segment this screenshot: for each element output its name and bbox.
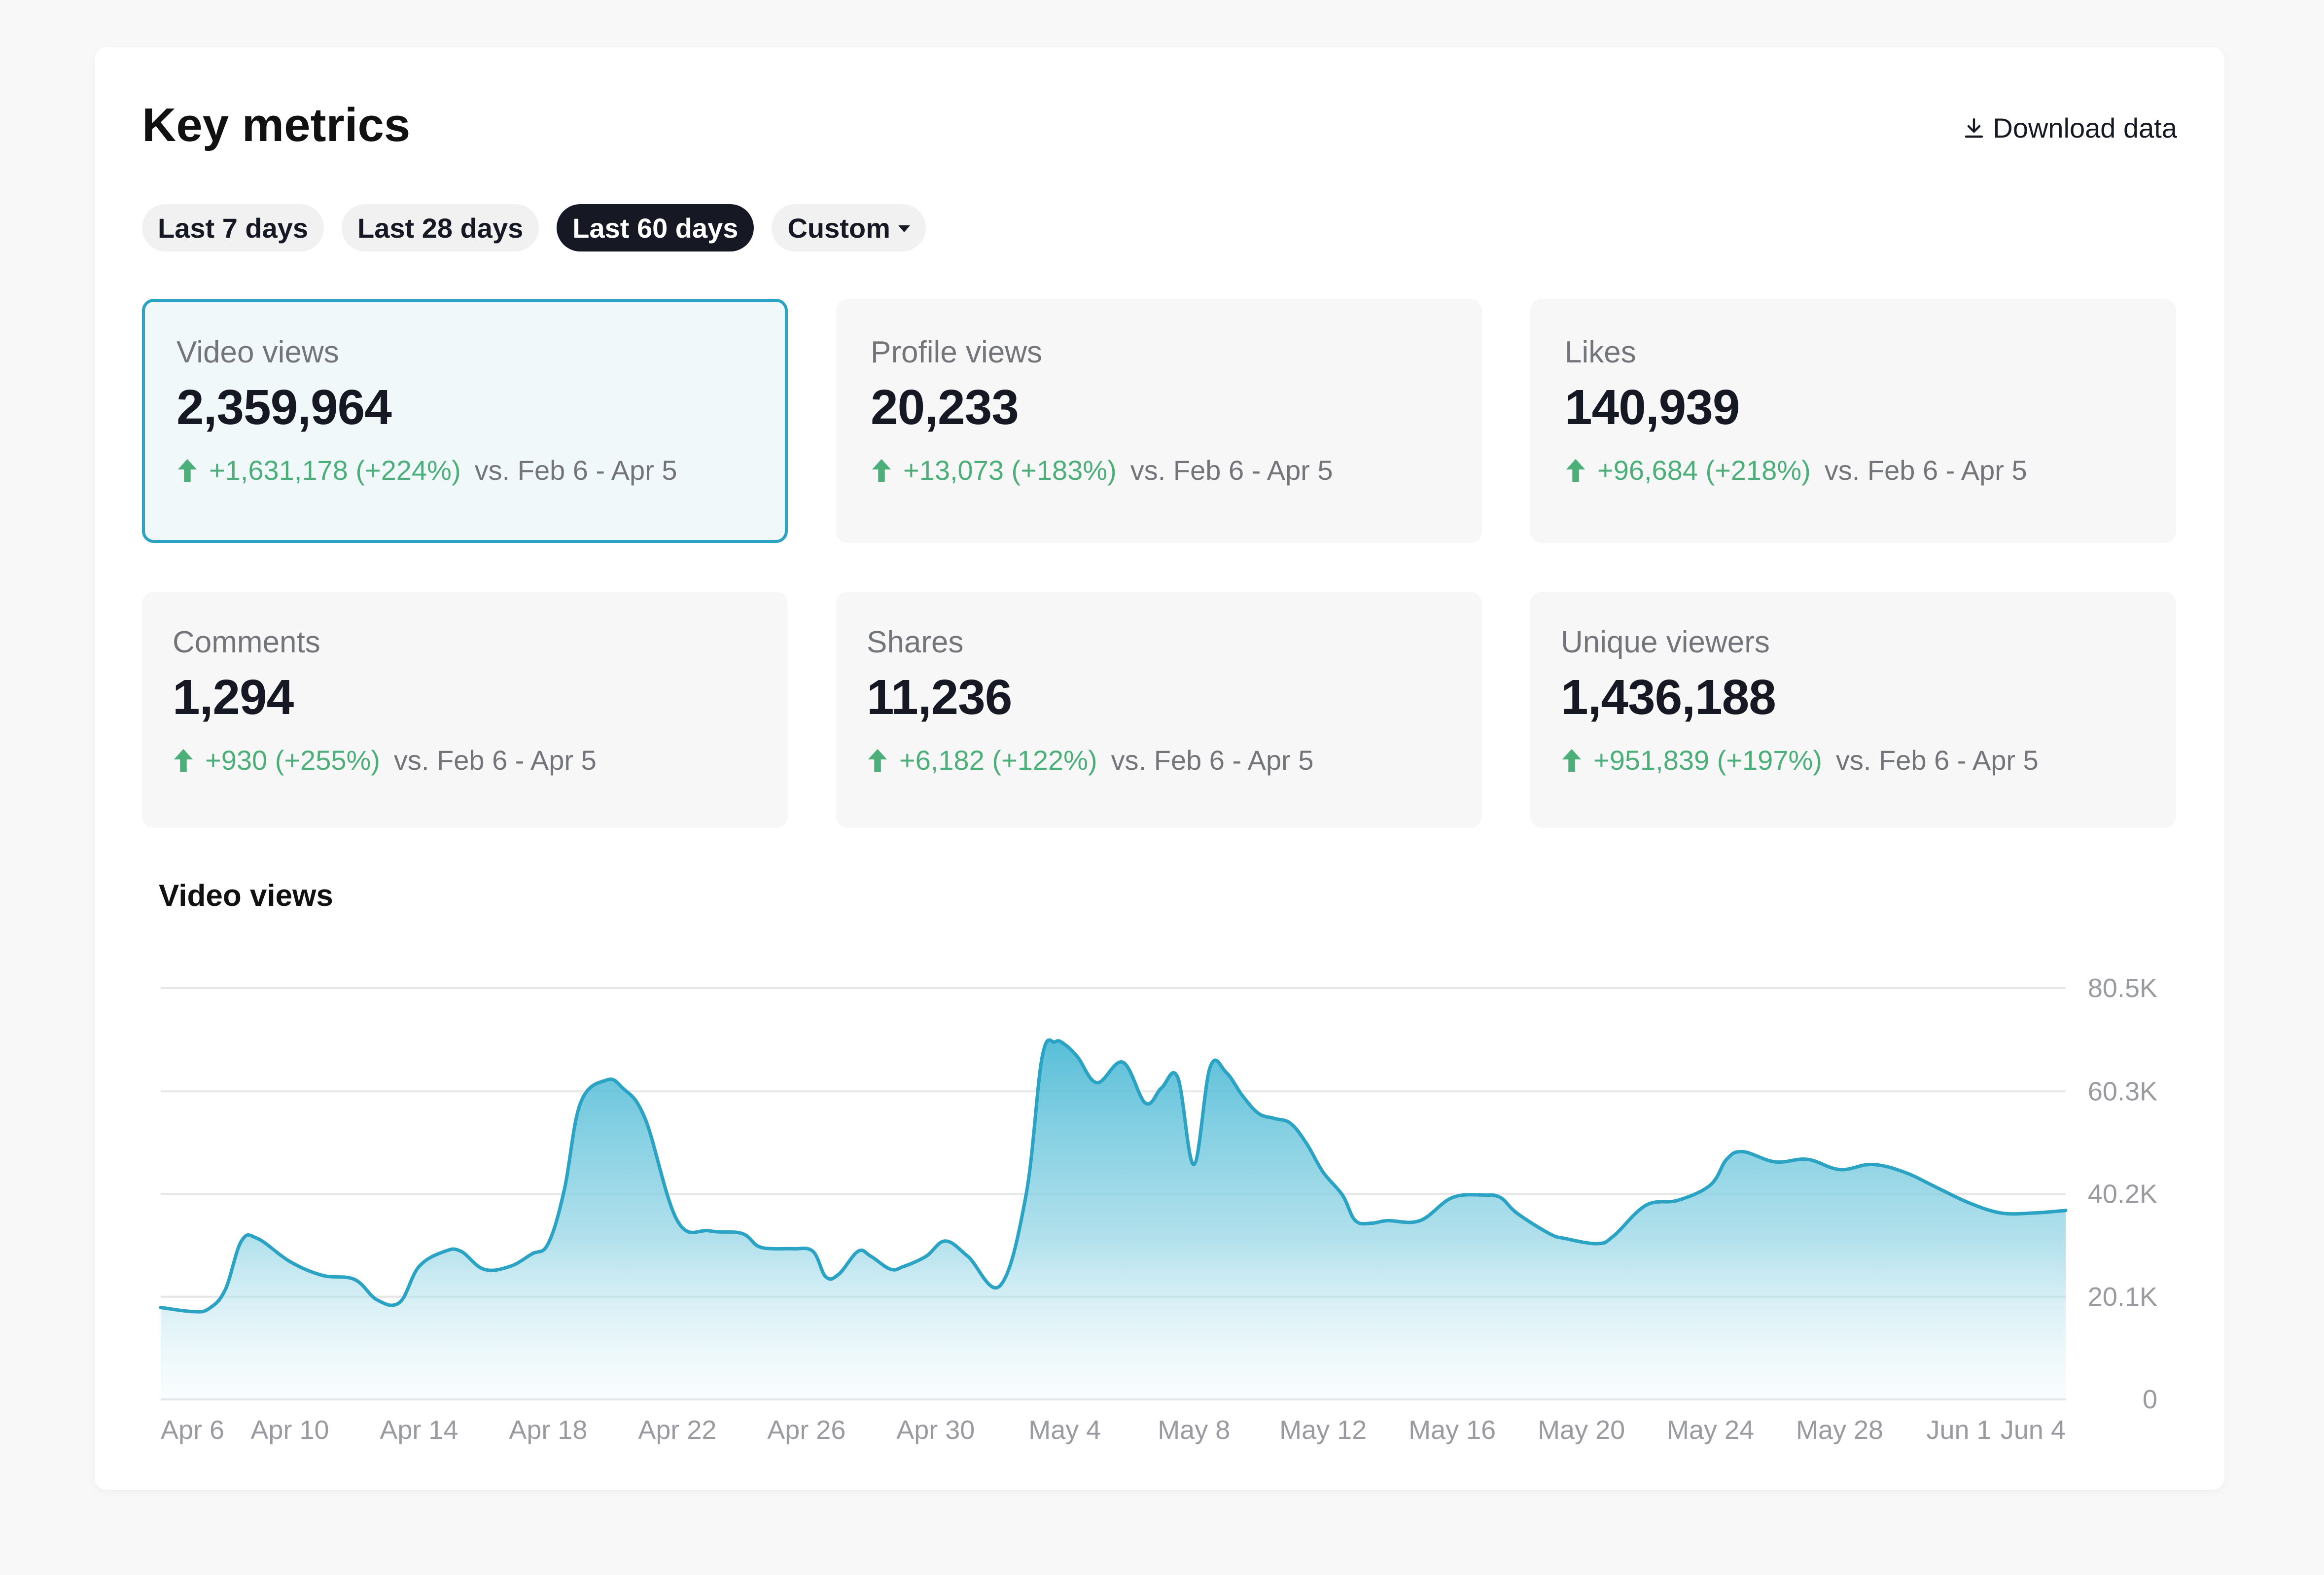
filter-custom-dropdown[interactable]: Custom — [772, 204, 926, 251]
chart-y-axis: 80.5K 60.3K 40.2K 20.1K 0 — [2088, 973, 2157, 1414]
metric-label: Video views — [176, 335, 339, 369]
y-tick-label: 60.3K — [2088, 1076, 2157, 1106]
metric-change: +96,684 (+218%) — [1597, 455, 1811, 486]
arrow-up-icon — [1566, 459, 1585, 482]
filter-label: Last 60 days — [572, 212, 739, 244]
y-tick-label: 80.5K — [2088, 973, 2157, 1003]
metric-label: Profile views — [871, 335, 1042, 369]
metric-card-likes[interactable]: Likes 140,939 +96,684 (+218%) vs. Feb 6 … — [1530, 299, 2176, 543]
metric-value: 140,939 — [1565, 380, 1740, 435]
metric-card-video-views[interactable]: Video views 2,359,964 +1,631,178 (+224%)… — [142, 299, 788, 543]
metric-card-profile-views[interactable]: Profile views 20,233 +13,073 (+183%) vs.… — [836, 299, 1482, 543]
series-area-fill — [161, 1040, 2066, 1399]
x-tick-label: Jun 4 — [2001, 1415, 2066, 1445]
metric-change: +6,182 (+122%) — [899, 745, 1097, 776]
metric-label: Shares — [867, 625, 964, 659]
arrow-up-icon — [868, 749, 887, 772]
x-tick-label: Jun 1 — [1926, 1415, 1991, 1445]
metric-value: 11,236 — [867, 670, 1012, 725]
x-tick-label: Apr 10 — [250, 1415, 329, 1445]
metric-delta: +13,073 (+183%) vs. Feb 6 - Apr 5 — [871, 457, 1482, 484]
metric-comparison: vs. Feb 6 - Apr 5 — [474, 455, 677, 486]
metric-label: Unique viewers — [1561, 625, 1770, 659]
y-tick-label: 20.1K — [2088, 1282, 2157, 1312]
metric-delta: +6,182 (+122%) vs. Feb 6 - Apr 5 — [867, 747, 1482, 774]
metric-comparison: vs. Feb 6 - Apr 5 — [1130, 455, 1333, 486]
arrow-up-icon — [872, 459, 891, 482]
page-title: Key metrics — [142, 99, 411, 151]
x-tick-label: May 16 — [1408, 1415, 1496, 1445]
series-line-video-views — [159, 1038, 2068, 1314]
x-tick-label: May 20 — [1538, 1415, 1625, 1445]
filter-last-60-days[interactable]: Last 60 days — [557, 204, 754, 251]
x-tick-label: May 12 — [1279, 1415, 1367, 1445]
download-data-label: Download data — [1993, 112, 2177, 143]
metric-card-comments[interactable]: Comments 1,294 +930 (+255%) vs. Feb 6 - … — [142, 592, 788, 828]
metric-label: Likes — [1565, 335, 1636, 369]
x-tick-label: Apr 22 — [638, 1415, 716, 1445]
x-tick-label: Apr 6 — [161, 1415, 224, 1445]
metric-delta: +930 (+255%) vs. Feb 6 - Apr 5 — [173, 747, 788, 774]
metric-change: +13,073 (+183%) — [903, 455, 1117, 486]
chart-x-axis: Apr 6 Apr 10 Apr 14 Apr 18 Apr 22 Apr 26 Apr 3… — [161, 1415, 2066, 1445]
metric-comparison: vs. Feb 6 - Apr 5 — [393, 745, 597, 776]
x-tick-label: May 24 — [1667, 1415, 1754, 1445]
metric-label: Comments — [173, 625, 320, 659]
x-tick-label: Apr 14 — [380, 1415, 458, 1445]
metric-delta: +1,631,178 (+224%) vs. Feb 6 - Apr 5 — [176, 457, 785, 484]
metric-value: 1,294 — [173, 670, 294, 725]
metric-comparison: vs. Feb 6 - Apr 5 — [1111, 745, 1314, 776]
download-data-button[interactable]: Download data — [1962, 114, 2177, 142]
y-tick-label: 0 — [2143, 1385, 2157, 1414]
filter-last-28-days[interactable]: Last 28 days — [342, 204, 539, 251]
chart-area-layer — [159, 1038, 2068, 1399]
metric-value: 2,359,964 — [176, 380, 392, 435]
arrow-up-icon — [1562, 749, 1582, 772]
metric-comparison: vs. Feb 6 - Apr 5 — [1824, 455, 2027, 486]
metric-change: +1,631,178 (+224%) — [209, 455, 461, 486]
x-tick-label: Apr 26 — [767, 1415, 845, 1445]
date-range-filters: Last 7 days Last 28 days Last 60 days Cu… — [142, 204, 926, 251]
filter-label: Custom — [787, 212, 890, 244]
metric-change: +930 (+255%) — [205, 745, 380, 776]
metric-delta: +96,684 (+218%) vs. Feb 6 - Apr 5 — [1565, 457, 2176, 484]
x-tick-label: May 4 — [1028, 1415, 1101, 1445]
metric-value: 20,233 — [871, 380, 1019, 435]
metric-delta: +951,839 (+197%) vs. Feb 6 - Apr 5 — [1561, 747, 2176, 774]
arrow-up-icon — [177, 459, 197, 482]
caret-down-icon — [898, 225, 910, 232]
filter-label: Last 7 days — [158, 212, 309, 244]
metric-comparison: vs. Feb 6 - Apr 5 — [1835, 745, 2039, 776]
x-tick-label: Apr 18 — [509, 1415, 587, 1445]
x-tick-label: May 8 — [1158, 1415, 1230, 1445]
metric-card-unique-viewers[interactable]: Unique viewers 1,436,188 +951,839 (+197%… — [1530, 592, 2176, 828]
arrow-up-icon — [174, 749, 193, 772]
metric-card-shares[interactable]: Shares 11,236 +6,182 (+122%) vs. Feb 6 -… — [836, 592, 1482, 828]
filter-last-7-days[interactable]: Last 7 days — [142, 204, 324, 251]
metric-change: +951,839 (+197%) — [1593, 745, 1822, 776]
x-tick-label: Apr 30 — [896, 1415, 975, 1445]
y-tick-label: 40.2K — [2088, 1180, 2157, 1209]
metric-value: 1,436,188 — [1561, 670, 1776, 725]
chart-title: Video views — [159, 879, 333, 913]
x-tick-label: May 28 — [1796, 1415, 1883, 1445]
download-icon — [1965, 118, 1983, 138]
filter-label: Last 28 days — [357, 212, 524, 244]
key-metrics-panel: Key metrics Download data Last 7 days La… — [95, 47, 2224, 1490]
